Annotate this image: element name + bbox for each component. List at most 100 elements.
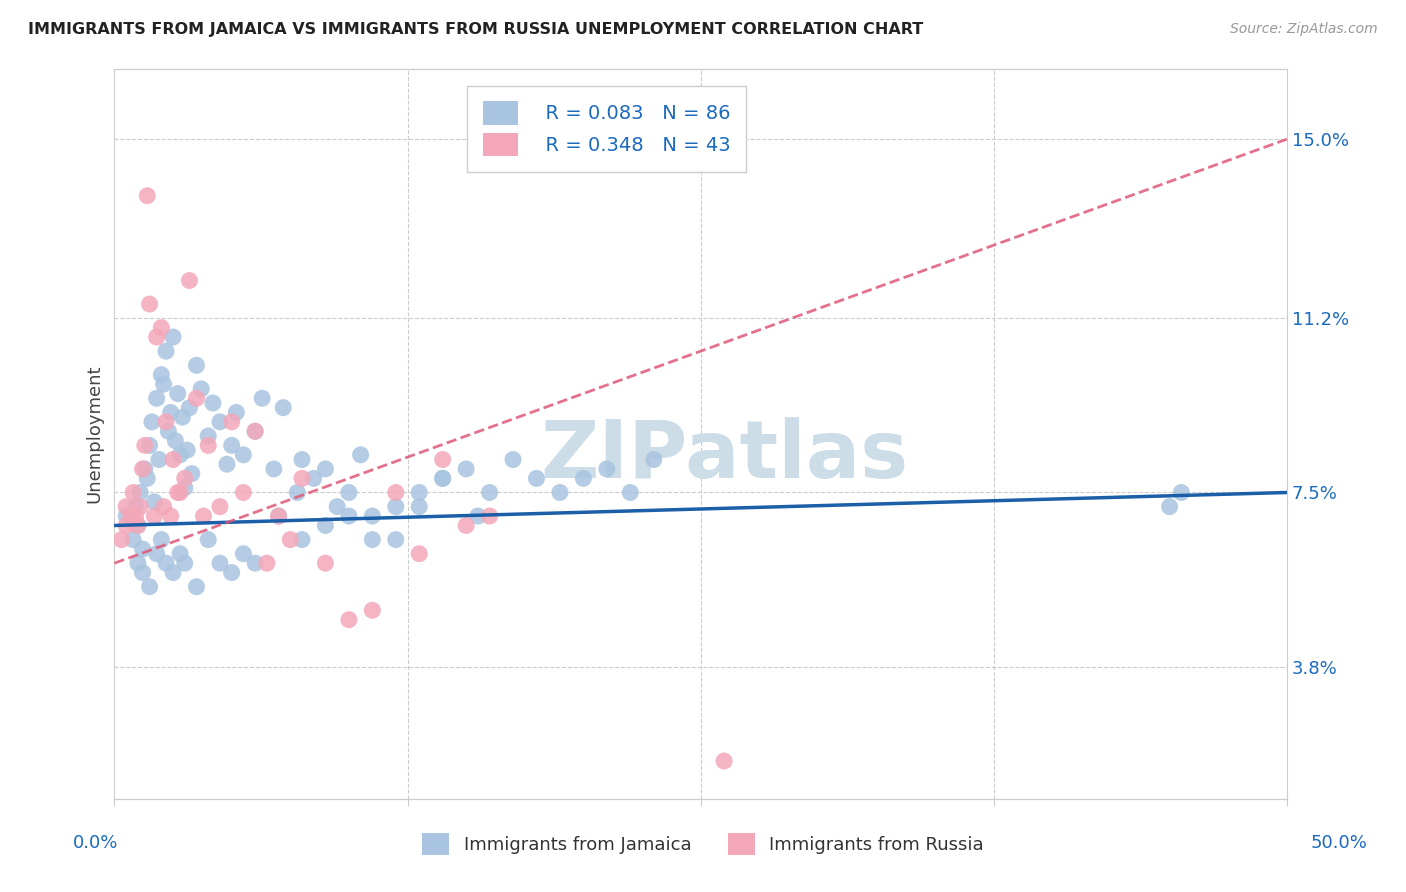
Point: [197, 438, 219, 452]
Point: [180, 467, 202, 481]
Point: [143, 509, 166, 524]
Point: [572, 471, 595, 485]
Point: [267, 509, 290, 524]
Point: [115, 500, 138, 514]
Point: [124, 500, 146, 514]
Point: [190, 382, 212, 396]
Point: [186, 580, 208, 594]
Point: [129, 485, 152, 500]
Point: [271, 401, 294, 415]
Point: [122, 533, 145, 547]
Point: [326, 500, 349, 514]
Point: [314, 462, 336, 476]
Point: [548, 485, 571, 500]
Point: [127, 518, 149, 533]
Point: [256, 556, 278, 570]
Point: [155, 344, 177, 359]
Point: [173, 556, 195, 570]
Text: Source: ZipAtlas.com: Source: ZipAtlas.com: [1230, 22, 1378, 37]
Point: [169, 485, 191, 500]
Point: [596, 462, 619, 476]
Point: [131, 462, 153, 476]
Point: [1170, 485, 1192, 500]
Point: [162, 566, 184, 580]
Point: [432, 471, 454, 485]
Point: [131, 566, 153, 580]
Point: [302, 471, 325, 485]
Point: [166, 386, 188, 401]
Point: [291, 452, 314, 467]
Text: 0.0%: 0.0%: [73, 834, 118, 852]
Text: 50.0%: 50.0%: [1310, 834, 1367, 852]
Point: [136, 188, 159, 202]
Point: [141, 415, 163, 429]
Point: [208, 415, 231, 429]
Point: [432, 452, 454, 467]
Point: [159, 405, 181, 419]
Point: [243, 556, 266, 570]
Point: [110, 533, 132, 547]
Point: [145, 330, 167, 344]
Point: [201, 396, 224, 410]
Point: [713, 754, 735, 768]
Point: [314, 556, 336, 570]
Point: [169, 448, 191, 462]
Point: [221, 566, 243, 580]
Point: [115, 518, 138, 533]
Point: [221, 415, 243, 429]
Point: [337, 613, 360, 627]
Point: [208, 500, 231, 514]
Point: [145, 547, 167, 561]
Point: [243, 424, 266, 438]
Point: [291, 471, 314, 485]
Point: [197, 533, 219, 547]
Point: [165, 434, 187, 448]
Point: [150, 320, 173, 334]
Y-axis label: Unemployment: Unemployment: [86, 364, 103, 503]
Point: [408, 547, 430, 561]
Point: [385, 485, 408, 500]
Point: [179, 273, 201, 287]
Point: [243, 424, 266, 438]
Point: [267, 509, 290, 524]
Point: [478, 509, 501, 524]
Point: [263, 462, 285, 476]
Point: [134, 438, 156, 452]
Point: [162, 452, 184, 467]
Point: [526, 471, 548, 485]
Point: [120, 509, 142, 524]
Point: [166, 485, 188, 500]
Point: [361, 509, 384, 524]
Point: [143, 495, 166, 509]
Point: [115, 509, 138, 524]
Point: [232, 448, 254, 462]
Point: [150, 368, 173, 382]
Point: [1159, 500, 1181, 514]
Point: [337, 509, 360, 524]
Point: [314, 518, 336, 533]
Point: [643, 452, 665, 467]
Point: [131, 541, 153, 556]
Point: [349, 448, 371, 462]
Point: [232, 485, 254, 500]
Point: [385, 500, 408, 514]
Point: [186, 391, 208, 405]
Point: [162, 330, 184, 344]
Point: [157, 424, 180, 438]
Point: [134, 462, 156, 476]
Point: [148, 452, 170, 467]
Point: [221, 438, 243, 452]
Point: [502, 452, 524, 467]
Legend: Immigrants from Jamaica, Immigrants from Russia: Immigrants from Jamaica, Immigrants from…: [408, 819, 998, 870]
Point: [136, 471, 159, 485]
Point: [285, 485, 308, 500]
Point: [619, 485, 641, 500]
Point: [155, 415, 177, 429]
Point: [138, 438, 160, 452]
Point: [129, 500, 152, 514]
Point: [193, 509, 215, 524]
Point: [291, 533, 314, 547]
Point: [159, 509, 181, 524]
Point: [215, 457, 238, 471]
Point: [361, 533, 384, 547]
